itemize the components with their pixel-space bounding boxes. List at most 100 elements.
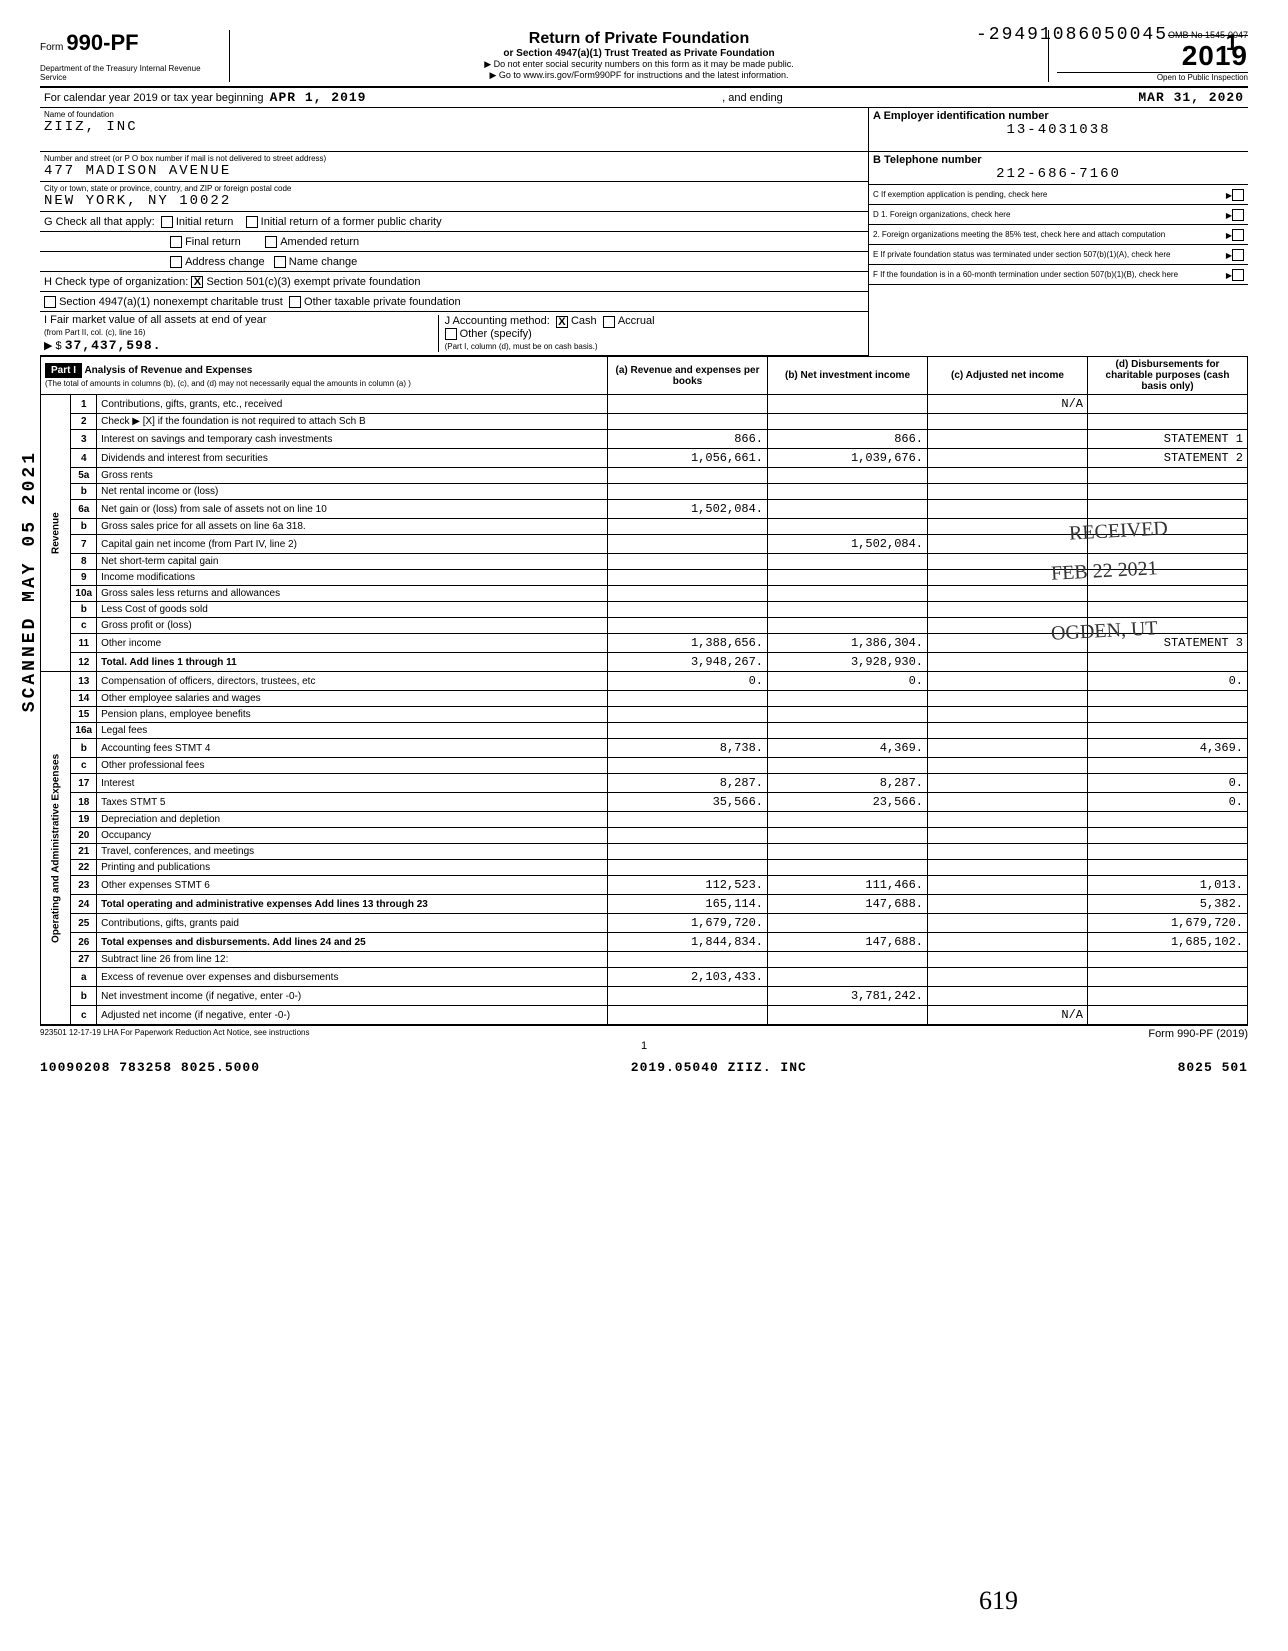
cb-accrual[interactable]	[603, 316, 615, 328]
row-number: 20	[71, 828, 97, 844]
cb-other-taxable[interactable]	[289, 296, 301, 308]
table-row: 7Capital gain net income (from Part IV, …	[41, 535, 1248, 554]
table-row: 24Total operating and administrative exp…	[41, 895, 1248, 914]
col-d-value	[1088, 691, 1248, 707]
box-a-label: A Employer identification number	[873, 110, 1049, 122]
cb-amended[interactable]	[265, 236, 277, 248]
cb-foreign-org[interactable]	[1232, 209, 1244, 221]
city-label: City or town, state or province, country…	[44, 184, 291, 193]
scanned-stamp: SCANNED MAY 05 2021	[20, 450, 40, 712]
col-b-value	[768, 758, 928, 774]
row-number: 14	[71, 691, 97, 707]
cb-60month[interactable]	[1232, 269, 1244, 281]
col-b-value: 866.	[768, 430, 928, 449]
page-number: 1	[1226, 30, 1238, 56]
col-d-value	[1088, 554, 1248, 570]
row-label: Subtract line 26 from line 12:	[97, 952, 608, 968]
table-row: 2Check ▶ [X] if the foundation is not re…	[41, 414, 1248, 430]
cb-final-return[interactable]	[170, 236, 182, 248]
col-d-value: 1,685,102.	[1088, 933, 1248, 952]
form-number: 990-PF	[66, 30, 138, 55]
col-d-value: 0.	[1088, 672, 1248, 691]
opt-accrual: Accrual	[618, 315, 655, 327]
form-note-1: ▶ Do not enter social security numbers o…	[240, 59, 1038, 70]
col-a-value	[608, 987, 768, 1006]
cb-address-change[interactable]	[170, 256, 182, 268]
col-c-value	[928, 812, 1088, 828]
col-c-value	[928, 968, 1088, 987]
box-c-label: C If exemption application is pending, c…	[873, 190, 1224, 199]
cb-4947[interactable]	[44, 296, 56, 308]
col-c-value	[928, 519, 1088, 535]
col-a-value: 1,844,834.	[608, 933, 768, 952]
line-j-label: J Accounting method:	[445, 315, 550, 327]
row-label: Net short-term capital gain	[97, 554, 608, 570]
box-b-label: B Telephone number	[873, 154, 982, 166]
cb-other-method[interactable]	[445, 328, 457, 340]
table-row: bNet investment income (if negative, ent…	[41, 987, 1248, 1006]
ein-value: 13-4031038	[1006, 122, 1110, 138]
col-c-value	[928, 876, 1088, 895]
col-a-value: 3,948,267.	[608, 653, 768, 672]
row-label: Adjusted net income (if negative, enter …	[97, 1006, 608, 1025]
col-b-value: 111,466.	[768, 876, 928, 895]
table-row: 26Total expenses and disbursements. Add …	[41, 933, 1248, 952]
table-row: Operating and Administrative Expenses13C…	[41, 672, 1248, 691]
table-row: 8Net short-term capital gain	[41, 554, 1248, 570]
row-number: a	[71, 968, 97, 987]
col-c-value: N/A	[928, 1006, 1088, 1025]
cb-exemption-pending[interactable]	[1232, 189, 1244, 201]
col-c-value	[928, 468, 1088, 484]
col-d-value	[1088, 723, 1248, 739]
col-b-header: (b) Net investment income	[768, 357, 928, 395]
col-d-value: 0.	[1088, 793, 1248, 812]
table-row: bGross sales price for all assets on lin…	[41, 519, 1248, 535]
cb-terminated[interactable]	[1232, 249, 1244, 261]
col-d-value	[1088, 952, 1248, 968]
dept-label: Department of the Treasury Internal Reve…	[40, 64, 221, 82]
col-a-value: 866.	[608, 430, 768, 449]
col-a-value	[608, 844, 768, 860]
check-h-row2: Section 4947(a)(1) nonexempt charitable …	[40, 292, 868, 312]
col-c-value	[928, 723, 1088, 739]
col-c-value	[928, 449, 1088, 468]
row-number: 1	[71, 395, 97, 414]
col-b-value: 23,566.	[768, 793, 928, 812]
row-label: Gross sales less returns and allowances	[97, 586, 608, 602]
row-label: Income modifications	[97, 570, 608, 586]
col-c-value	[928, 914, 1088, 933]
cb-501c3[interactable]: X	[191, 276, 203, 288]
line-i-j: I Fair market value of all assets at end…	[40, 312, 868, 356]
col-d-value	[1088, 844, 1248, 860]
opt-former: Initial return of a former public charit…	[261, 216, 442, 228]
cb-cash[interactable]: X	[556, 316, 568, 328]
col-d-value	[1088, 500, 1248, 519]
city-state-zip: NEW YORK, NY 10022	[44, 193, 231, 209]
col-c-value	[928, 430, 1088, 449]
cb-initial-return[interactable]	[161, 216, 173, 228]
table-row: 9Income modifications	[41, 570, 1248, 586]
cb-initial-former[interactable]	[246, 216, 258, 228]
col-b-value: 0.	[768, 672, 928, 691]
cb-name-change[interactable]	[274, 256, 286, 268]
footer-page: 1	[40, 1040, 1248, 1052]
col-d-value: STATEMENT 2	[1088, 449, 1248, 468]
table-row: Revenue1Contributions, gifts, grants, et…	[41, 395, 1248, 414]
col-b-value	[768, 602, 928, 618]
row-number: 9	[71, 570, 97, 586]
line-j-note: (Part I, column (d), must be on cash bas…	[445, 342, 598, 351]
col-c-value	[928, 634, 1088, 653]
form-ref: Form 990-PF (2019)	[1148, 1028, 1248, 1040]
col-c-value	[928, 952, 1088, 968]
part-i-title: Analysis of Revenue and Expenses	[84, 365, 252, 376]
col-d-value	[1088, 602, 1248, 618]
col-d-value	[1088, 618, 1248, 634]
cb-foreign-85[interactable]	[1232, 229, 1244, 241]
col-b-value: 8,287.	[768, 774, 928, 793]
col-a-value: 1,388,656.	[608, 634, 768, 653]
line-i-label: I Fair market value of all assets at end…	[44, 314, 267, 326]
col-a-value	[608, 1006, 768, 1025]
col-d-value	[1088, 707, 1248, 723]
box-d2-label: 2. Foreign organizations meeting the 85%…	[873, 230, 1224, 239]
period-begin: APR 1, 2019	[270, 90, 367, 105]
